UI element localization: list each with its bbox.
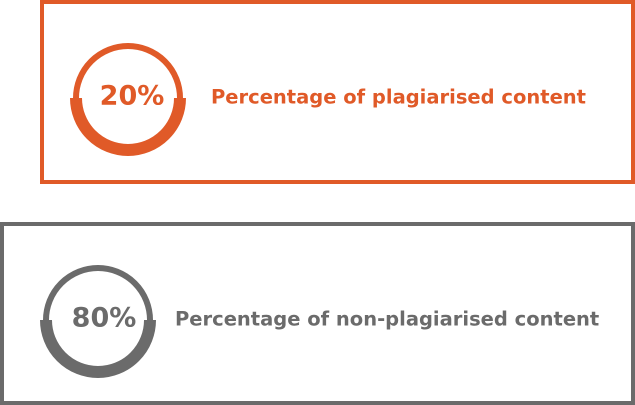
- plagiarised-stat-card: 20% Percentage of plagiarised content: [40, 0, 635, 184]
- plagiarised-percent-value: 20%: [99, 80, 165, 112]
- non-plagiarised-label: Percentage of non-plagiarised content: [175, 307, 600, 331]
- non-plagiarised-percent-value: 80%: [71, 302, 137, 334]
- plagiarised-progress-ring: [70, 43, 186, 156]
- non-plagiarised-stat-card: 80% Percentage of non-plagiarised conten…: [0, 222, 635, 405]
- non-plagiarised-progress-ring: [40, 265, 156, 378]
- plagiarised-label: Percentage of plagiarised content: [211, 85, 586, 109]
